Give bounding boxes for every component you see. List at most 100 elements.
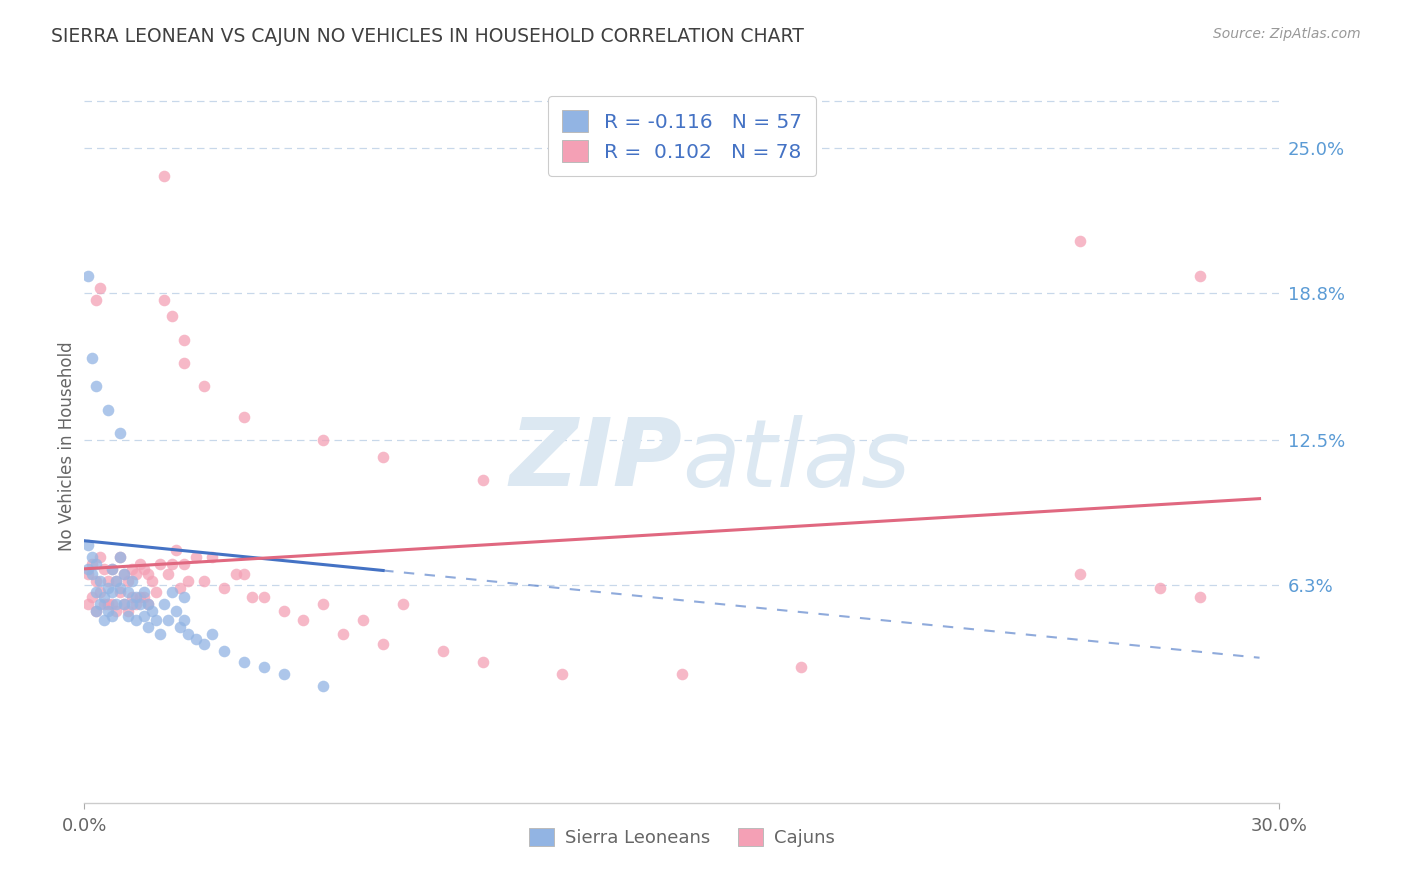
Point <box>117 608 139 623</box>
Point <box>212 581 235 595</box>
Point <box>471 656 494 670</box>
Point <box>225 566 247 581</box>
Point <box>110 581 132 595</box>
Point <box>97 581 120 595</box>
Point <box>184 632 207 646</box>
Point <box>392 597 415 611</box>
Point <box>93 562 115 576</box>
Point <box>165 604 187 618</box>
Point <box>1149 581 1171 595</box>
Point <box>89 281 111 295</box>
Point <box>373 637 395 651</box>
Point <box>93 613 115 627</box>
Point <box>136 566 159 581</box>
Point <box>110 550 132 565</box>
Point <box>169 620 191 634</box>
Point <box>105 604 128 618</box>
Point <box>153 293 176 307</box>
Point <box>121 562 143 576</box>
Point <box>145 613 167 627</box>
Point <box>177 574 200 588</box>
Point <box>105 574 128 588</box>
Point <box>101 585 124 599</box>
Point <box>117 585 139 599</box>
Point <box>77 597 100 611</box>
Point <box>141 574 163 588</box>
Point <box>110 426 132 441</box>
Point <box>173 333 195 347</box>
Point <box>273 604 295 618</box>
Point <box>112 566 135 581</box>
Y-axis label: No Vehicles in Household: No Vehicles in Household <box>58 341 76 551</box>
Point <box>132 585 156 599</box>
Point <box>101 597 124 611</box>
Point <box>160 557 183 571</box>
Point <box>173 557 195 571</box>
Point <box>253 590 276 604</box>
Point <box>157 613 180 627</box>
Point <box>82 557 104 571</box>
Point <box>86 293 108 307</box>
Point <box>173 590 195 604</box>
Point <box>471 473 494 487</box>
Point <box>86 604 108 618</box>
Point <box>153 169 176 183</box>
Point <box>117 574 139 588</box>
Point <box>86 379 108 393</box>
Point <box>173 356 195 370</box>
Point <box>332 627 354 641</box>
Point <box>551 667 574 681</box>
Point <box>121 590 143 604</box>
Point <box>149 557 172 571</box>
Point <box>177 627 200 641</box>
Point <box>149 627 172 641</box>
Point <box>232 409 254 424</box>
Point <box>1069 566 1091 581</box>
Point <box>160 585 183 599</box>
Point <box>77 566 100 581</box>
Text: ZIP: ZIP <box>509 414 682 507</box>
Point <box>184 550 207 565</box>
Point <box>101 562 124 576</box>
Point <box>312 679 335 693</box>
Point <box>97 574 120 588</box>
Point <box>86 574 108 588</box>
Point <box>97 597 120 611</box>
Point <box>82 550 104 565</box>
Point <box>89 574 111 588</box>
Point <box>212 644 235 658</box>
Point <box>105 574 128 588</box>
Text: atlas: atlas <box>682 415 910 506</box>
Point <box>125 566 148 581</box>
Point <box>86 604 108 618</box>
Point <box>1069 234 1091 248</box>
Point <box>292 613 315 627</box>
Point <box>141 604 163 618</box>
Point <box>86 585 108 599</box>
Point <box>136 620 159 634</box>
Point <box>125 597 148 611</box>
Point <box>157 566 180 581</box>
Legend: Sierra Leoneans, Cajuns: Sierra Leoneans, Cajuns <box>522 821 842 855</box>
Point <box>312 597 335 611</box>
Point <box>373 450 395 464</box>
Point <box>253 660 276 674</box>
Point <box>112 597 135 611</box>
Point <box>93 597 115 611</box>
Point <box>89 597 111 611</box>
Point <box>121 574 143 588</box>
Point <box>129 597 152 611</box>
Point <box>136 597 159 611</box>
Point <box>110 550 132 565</box>
Point <box>132 590 156 604</box>
Point <box>136 597 159 611</box>
Point <box>129 557 152 571</box>
Point <box>173 613 195 627</box>
Point <box>193 637 215 651</box>
Point <box>89 585 111 599</box>
Point <box>97 604 120 618</box>
Point <box>77 562 100 576</box>
Point <box>105 597 128 611</box>
Point <box>1188 590 1211 604</box>
Point <box>110 585 132 599</box>
